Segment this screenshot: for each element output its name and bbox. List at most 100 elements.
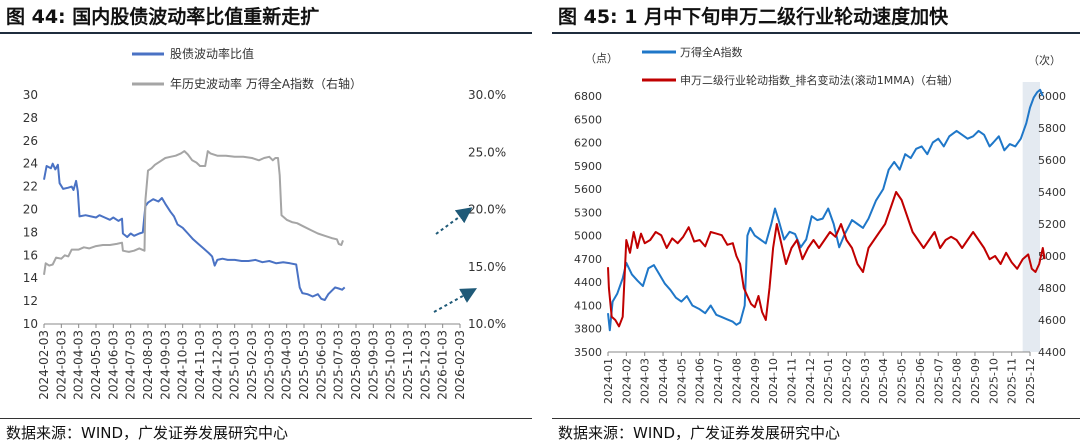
- y-left-tick-label: 30: [23, 88, 38, 102]
- x-tick-label: 2024-07-03: [124, 330, 138, 400]
- right-title-rule: [552, 32, 1080, 34]
- series-line-2: [607, 191, 1046, 328]
- x-tick-label: 2024-02: [620, 358, 633, 404]
- y-left-tick-label: 6800: [574, 90, 602, 103]
- right-source-rule: [552, 418, 1080, 419]
- right-chart: 6800 6500 6200 5900 5600 5300 5000 4700 4400 4100…: [574, 45, 1066, 404]
- y-right-unit-label: （次）: [1028, 53, 1061, 67]
- x-tick-label: 2024-01: [602, 358, 615, 404]
- y-left-tick-label: 3500: [574, 346, 602, 359]
- x-tick-label: 2024-03-03: [54, 330, 68, 400]
- y-right-tick-label: 20.0%: [468, 203, 506, 217]
- x-tick-label: 2024-05-03: [89, 330, 103, 400]
- y-left-tick-label: 28: [23, 111, 38, 125]
- legend-label-2: 年历史波动率 万得全A指数（右轴）: [170, 76, 362, 91]
- y-left-tick-label: 4100: [574, 299, 602, 312]
- x-tick-label: 2025-11-03: [401, 330, 415, 400]
- x-tick-label: 2024-09: [749, 358, 762, 404]
- x-tick-label: 2024-08-03: [141, 330, 155, 400]
- x-tick-label: 2025-12: [1024, 358, 1037, 404]
- x-tick-label: 2025-08-03: [349, 330, 363, 400]
- trend-arrow-upper: [435, 207, 473, 235]
- y-right-tick-label: 4800: [1038, 282, 1066, 295]
- left-chart: 30 28 26 24 22 20 18 16 14 12 10 30.0% 25.0% 20.0% 15.…: [23, 46, 506, 400]
- y-left-tick-label: 12: [23, 294, 38, 308]
- right-figure-title: 图 45: 1 月中下旬申万二级行业轮动速度加快: [558, 6, 949, 28]
- y-right-tick-label: 30.0%: [468, 88, 506, 102]
- y-left-tick-label: 6500: [574, 113, 602, 126]
- y-left-tick-label: 4700: [574, 253, 602, 266]
- x-tick-label: 2024-10: [767, 358, 780, 404]
- left-source-rule: [0, 418, 532, 419]
- trend-arrow-lower: [433, 288, 477, 313]
- x-tick-label: 2024-12: [804, 358, 817, 404]
- x-tick-label: 2024-05: [675, 358, 688, 404]
- x-tick-label: 2025-05-03: [297, 330, 311, 400]
- x-tick-label: 2026-02-03: [453, 330, 467, 400]
- y-right-tick-label: 5200: [1038, 218, 1066, 231]
- y-left-tick-label: 5600: [574, 183, 602, 196]
- series-line-1: [607, 88, 1044, 332]
- x-tick-label: 2024-04-03: [72, 330, 86, 400]
- y-left-tick-label: 18: [23, 225, 38, 239]
- x-tick-label: 2025-03: [859, 358, 872, 404]
- x-tick-label: 2024-12-03: [210, 330, 224, 400]
- x-tick-label: 2024-11: [785, 358, 798, 404]
- x-tick-label: 2025-07: [932, 358, 945, 404]
- x-tick-label: 2025-09-03: [366, 330, 380, 400]
- y-right-tick-label: 5800: [1038, 122, 1066, 135]
- x-tick-label: 2025-05: [896, 358, 909, 404]
- y-left-tick-label: 24: [23, 157, 38, 171]
- y-left-tick-label: 3800: [574, 323, 602, 336]
- x-tick-label: 2024-07: [712, 358, 725, 404]
- y-right-tick-label: 4600: [1038, 314, 1066, 327]
- x-tick-label: 2025-08: [951, 358, 964, 404]
- x-tick-label: 2024-10-03: [176, 330, 190, 400]
- y-left-tick-label: 20: [23, 203, 38, 217]
- x-tick-label: 2024-11-03: [193, 330, 207, 400]
- x-tick-label: 2025-04: [877, 358, 890, 404]
- y-left-tick-label: 4400: [574, 276, 602, 289]
- x-tick-label: 2025-12-03: [418, 330, 432, 400]
- x-tick-label: 2024-04: [657, 358, 670, 404]
- y-left-tick-label: 5300: [574, 206, 602, 219]
- x-tick-label: 2025-01: [822, 358, 835, 404]
- x-tick-label: 2024-03: [639, 358, 652, 404]
- y-right-tick-label: 25.0%: [468, 145, 506, 159]
- x-tick-label: 2025-11: [1006, 358, 1019, 404]
- y-left-tick-label: 5000: [574, 230, 602, 243]
- right-figure-panel: 图 45: 1 月中下旬申万二级行业轮动速度加快 6800 6500 6200 590…: [552, 0, 1080, 448]
- right-source-note: 数据来源：WIND，广发证券发展研究中心: [558, 424, 841, 442]
- x-tick-label: 2025-06: [914, 358, 927, 404]
- legend-label-1: 万得全A指数: [680, 45, 743, 59]
- legend-label-1: 股债波动率比值: [170, 46, 254, 61]
- series-line-2: [43, 150, 344, 275]
- x-tick-label: 2025-03-03: [262, 330, 276, 400]
- x-tick-label: 2024-09-03: [158, 330, 172, 400]
- x-tick-label: 2025-06-03: [314, 330, 328, 400]
- x-tick-label: 2025-09: [969, 358, 982, 404]
- x-tick-label: 2025-10: [987, 358, 1000, 404]
- left-figure-title: 图 44: 国内股债波动率比值重新走扩: [6, 6, 320, 28]
- left-title-rule: [0, 32, 532, 34]
- y-right-tick-label: 6000: [1038, 90, 1066, 103]
- y-left-tick-label: 16: [23, 248, 38, 262]
- y-left-unit-label: （点）: [585, 52, 618, 65]
- legend-label-2: 申万二级行业轮动指数_排名变动法(滚动1MMA)（右轴）: [680, 73, 959, 87]
- x-tick-label: 2025-04-03: [280, 330, 294, 400]
- y-left-tick-label: 22: [23, 180, 38, 194]
- x-tick-label: 2024-02-03: [37, 330, 51, 400]
- x-tick-label: 2024-08: [730, 358, 743, 404]
- left-figure-panel: 图 44: 国内股债波动率比值重新走扩 30 28 26 24 22 20 18 16 14 12…: [0, 0, 532, 448]
- y-left-tick-label: 10: [23, 317, 38, 331]
- y-left-tick-label: 6200: [574, 137, 602, 150]
- left-source-note: 数据来源：WIND，广发证券发展研究中心: [6, 424, 289, 442]
- y-right-tick-label: 5000: [1038, 250, 1066, 263]
- y-right-tick-label: 15.0%: [468, 260, 506, 274]
- y-left-tick-label: 26: [23, 134, 38, 148]
- y-right-tick-label: 10.0%: [468, 317, 506, 331]
- series-line-1: [43, 162, 346, 301]
- y-right-tick-label: 4400: [1038, 346, 1066, 359]
- y-left-tick-label: 5900: [574, 160, 602, 173]
- x-tick-label: 2025-02-03: [245, 330, 259, 400]
